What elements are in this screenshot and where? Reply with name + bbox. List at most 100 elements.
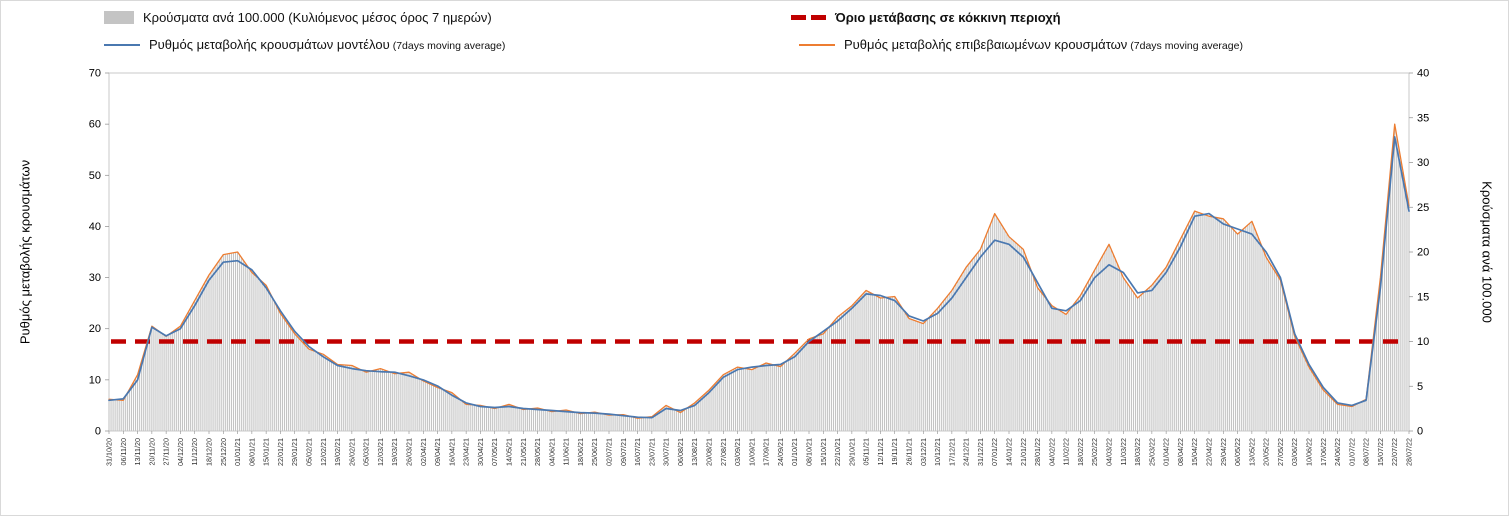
- svg-text:05/03/21: 05/03/21: [362, 438, 371, 466]
- svg-text:07/01/22: 07/01/22: [990, 438, 999, 466]
- svg-text:25: 25: [1417, 202, 1429, 214]
- svg-text:24/12/21: 24/12/21: [962, 438, 971, 466]
- svg-text:16/07/21: 16/07/21: [633, 438, 642, 466]
- svg-text:40: 40: [1417, 68, 1429, 80]
- svg-text:15/10/21: 15/10/21: [819, 438, 828, 466]
- svg-text:26/03/21: 26/03/21: [405, 438, 414, 466]
- svg-text:12/03/21: 12/03/21: [376, 438, 385, 466]
- svg-text:40: 40: [89, 221, 101, 233]
- svg-text:05/02/21: 05/02/21: [305, 438, 314, 466]
- svg-text:01/01/21: 01/01/21: [233, 438, 242, 466]
- svg-text:60: 60: [89, 119, 101, 131]
- confirmed-line-swatch: [799, 43, 835, 46]
- bar-swatch: [104, 11, 134, 24]
- svg-text:18/12/20: 18/12/20: [205, 438, 214, 466]
- svg-text:28/07/22: 28/07/22: [1405, 438, 1414, 466]
- svg-text:10: 10: [89, 374, 101, 386]
- svg-text:08/04/22: 08/04/22: [1176, 438, 1185, 466]
- svg-text:28/05/21: 28/05/21: [533, 438, 542, 466]
- svg-text:05/11/21: 05/11/21: [862, 438, 871, 465]
- svg-text:10/12/21: 10/12/21: [933, 438, 942, 466]
- svg-text:08/10/21: 08/10/21: [805, 438, 814, 466]
- svg-text:18/02/22: 18/02/22: [1076, 438, 1085, 466]
- svg-text:09/07/21: 09/07/21: [619, 438, 628, 466]
- svg-text:31/10/20: 31/10/20: [105, 438, 114, 466]
- svg-text:27/08/21: 27/08/21: [719, 438, 728, 466]
- confirmed-line-series: [108, 123, 1410, 419]
- left-axis-labels: 0 10 20 30 40 50 60 70: [89, 68, 109, 438]
- svg-text:15/07/22: 15/07/22: [1376, 438, 1385, 466]
- legend-item-confirmed: Ρυθμός μεταβολής επιβεβαιωμένων κρουσμάτ…: [799, 37, 1243, 52]
- svg-text:11/06/21: 11/06/21: [562, 438, 571, 465]
- svg-text:03/06/22: 03/06/22: [1290, 438, 1299, 466]
- svg-text:21/01/22: 21/01/22: [1019, 438, 1028, 466]
- svg-text:04/03/22: 04/03/22: [1105, 438, 1114, 466]
- svg-text:14/01/22: 14/01/22: [1005, 438, 1014, 466]
- svg-text:09/04/21: 09/04/21: [433, 438, 442, 466]
- svg-text:08/07/22: 08/07/22: [1362, 438, 1371, 466]
- svg-text:19/11/21: 19/11/21: [890, 438, 899, 465]
- svg-text:25/02/22: 25/02/22: [1090, 438, 1099, 466]
- bars-series: [108, 124, 1410, 432]
- legend-label-bars: Κρούσματα ανά 100.000 (Κυλιόμενος μέσος …: [143, 10, 492, 25]
- svg-text:26/11/21: 26/11/21: [905, 438, 914, 465]
- model-line-swatch: [104, 43, 140, 46]
- svg-text:02/04/21: 02/04/21: [419, 438, 428, 466]
- right-axis-labels: 0 5 10 15 20 25 30 35 40: [1409, 68, 1429, 438]
- svg-text:07/05/21: 07/05/21: [490, 438, 499, 466]
- svg-text:30: 30: [89, 272, 101, 284]
- svg-text:29/04/22: 29/04/22: [1219, 438, 1228, 466]
- svg-text:25/12/20: 25/12/20: [219, 438, 228, 466]
- svg-text:18/03/22: 18/03/22: [1133, 438, 1142, 466]
- svg-text:20/11/20: 20/11/20: [147, 438, 156, 465]
- svg-text:20/08/21: 20/08/21: [705, 438, 714, 466]
- svg-text:19/03/21: 19/03/21: [390, 438, 399, 466]
- svg-text:29/10/21: 29/10/21: [847, 438, 856, 466]
- svg-text:12/02/21: 12/02/21: [319, 438, 328, 466]
- svg-text:30/04/21: 30/04/21: [476, 438, 485, 466]
- svg-text:01/04/22: 01/04/22: [1162, 438, 1171, 466]
- x-axis-labels: 31/10/20 06/11/20 13/11/20 20/11/20 27/11/20…: [105, 431, 1414, 466]
- svg-text:13/05/22: 13/05/22: [1247, 438, 1256, 466]
- model-line-series: [108, 136, 1410, 419]
- svg-text:11/12/20: 11/12/20: [190, 438, 199, 465]
- legend-item-bars: Κρούσματα ανά 100.000 (Κυλιόμενος μέσος …: [104, 10, 492, 25]
- svg-text:11/03/22: 11/03/22: [1119, 438, 1128, 465]
- svg-text:35: 35: [1417, 112, 1429, 124]
- svg-text:06/05/22: 06/05/22: [1233, 438, 1242, 466]
- svg-text:50: 50: [89, 170, 101, 182]
- svg-text:17/06/22: 17/06/22: [1319, 438, 1328, 466]
- svg-text:0: 0: [1417, 426, 1423, 438]
- svg-text:15/04/22: 15/04/22: [1190, 438, 1199, 466]
- svg-text:02/07/21: 02/07/21: [605, 438, 614, 466]
- svg-text:23/07/21: 23/07/21: [647, 438, 656, 466]
- svg-text:12/11/21: 12/11/21: [876, 438, 885, 465]
- svg-text:22/04/22: 22/04/22: [1205, 438, 1214, 466]
- svg-text:10/09/21: 10/09/21: [747, 438, 756, 466]
- svg-text:14/05/21: 14/05/21: [505, 438, 514, 466]
- svg-text:31/12/21: 31/12/21: [976, 438, 985, 466]
- svg-text:10: 10: [1417, 336, 1429, 348]
- svg-text:06/08/21: 06/08/21: [676, 438, 685, 466]
- legend-item-model: Ρυθμός μεταβολής κρουσμάτων μοντέλου (7da…: [104, 37, 505, 52]
- svg-text:04/02/22: 04/02/22: [1047, 438, 1056, 466]
- svg-text:17/09/21: 17/09/21: [762, 438, 771, 466]
- svg-text:30/07/21: 30/07/21: [662, 438, 671, 466]
- svg-text:11/02/22: 11/02/22: [1062, 438, 1071, 465]
- svg-text:18/06/21: 18/06/21: [576, 438, 585, 466]
- legend-label-threshold: Όριο μετάβασης σε κόκκινη περιοχή: [835, 10, 1061, 25]
- svg-text:70: 70: [89, 68, 101, 80]
- svg-text:16/04/21: 16/04/21: [447, 438, 456, 466]
- svg-text:20: 20: [89, 323, 101, 335]
- svg-text:03/12/21: 03/12/21: [919, 438, 928, 466]
- svg-text:19/02/21: 19/02/21: [333, 438, 342, 466]
- legend-label-model: Ρυθμός μεταβολής κρουσμάτων μοντέλου (7da…: [149, 37, 506, 52]
- right-axis-title: Κρούσματα ανά 100.000: [1479, 181, 1495, 323]
- svg-text:01/10/21: 01/10/21: [790, 438, 799, 466]
- svg-text:15: 15: [1417, 291, 1429, 303]
- svg-text:20/05/22: 20/05/22: [1262, 438, 1271, 466]
- svg-text:26/02/21: 26/02/21: [347, 438, 356, 466]
- svg-text:25/06/21: 25/06/21: [590, 438, 599, 466]
